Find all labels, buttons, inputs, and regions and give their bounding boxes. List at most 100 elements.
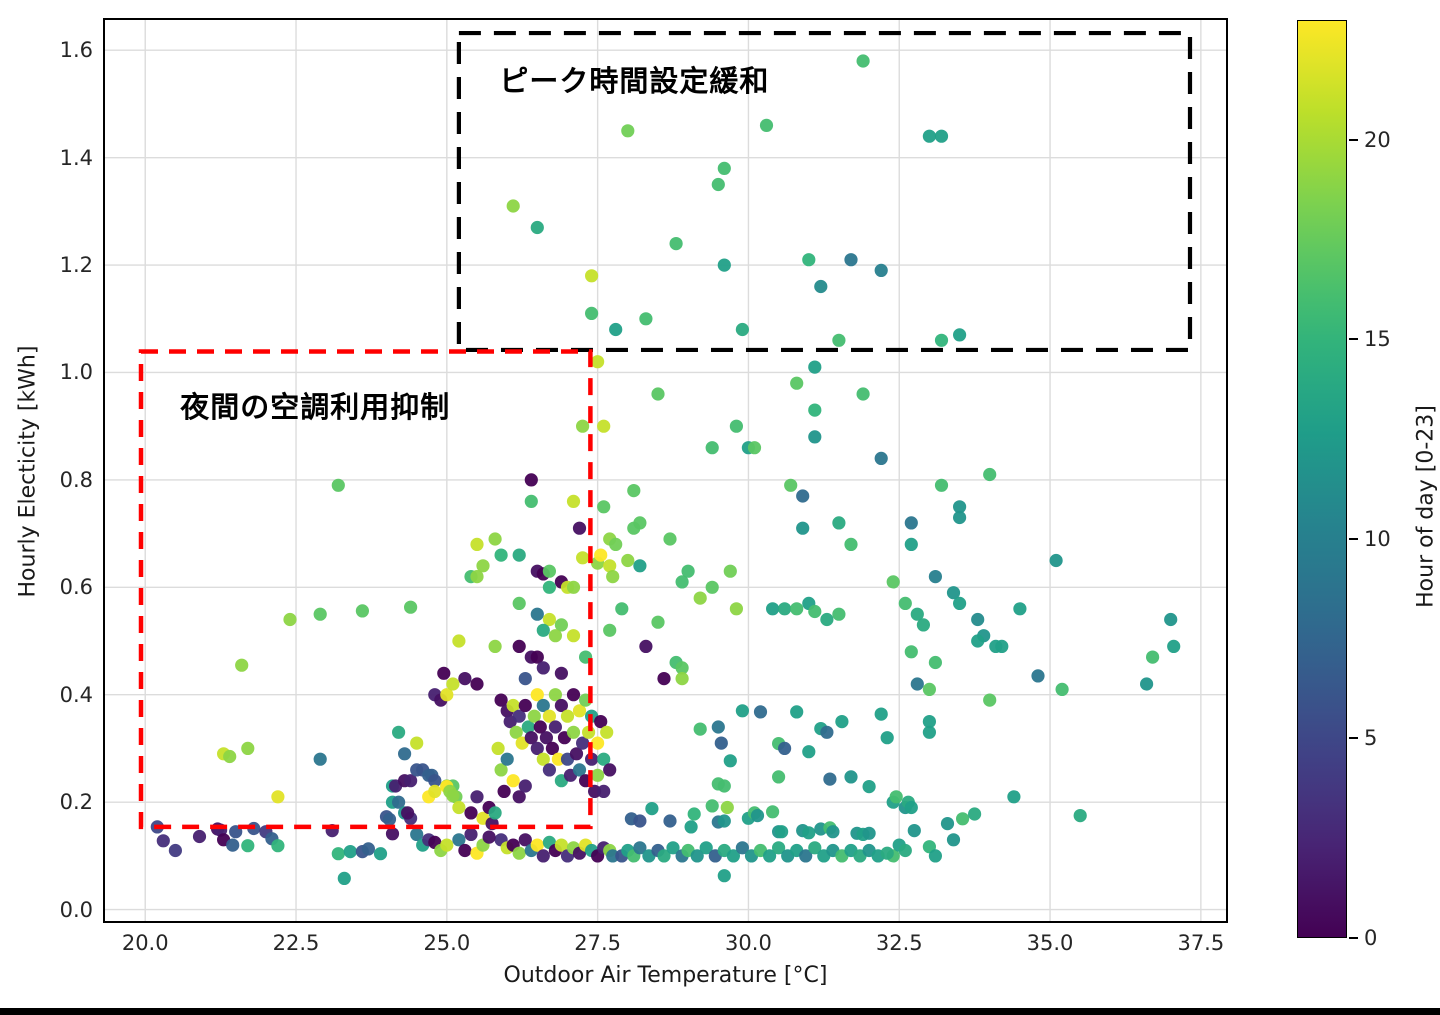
data-point	[600, 725, 614, 739]
data-point	[518, 779, 532, 793]
scatter-canvas	[103, 18, 1228, 923]
data-point	[989, 639, 1003, 654]
data-point	[572, 704, 587, 718]
data-point	[946, 586, 961, 600]
data-point	[633, 516, 647, 530]
data-point	[934, 478, 949, 492]
data-point	[814, 279, 828, 294]
plot-area	[103, 18, 1228, 923]
data-point	[428, 774, 442, 788]
data-point	[922, 129, 937, 143]
x-tick-label: 22.5	[272, 931, 320, 955]
data-point	[705, 580, 719, 594]
data-point	[910, 677, 924, 691]
data-point	[621, 553, 635, 568]
data-point	[392, 795, 406, 809]
data-point	[633, 814, 647, 828]
data-point	[428, 784, 442, 799]
data-point	[832, 516, 846, 530]
data-point	[956, 812, 970, 826]
data-point	[343, 845, 357, 859]
data-point	[651, 615, 665, 629]
data-point	[156, 834, 170, 848]
data-point	[898, 596, 912, 611]
data-point	[1167, 639, 1181, 654]
data-point	[572, 521, 587, 535]
data-point	[1164, 612, 1178, 627]
data-point	[446, 677, 460, 691]
data-point	[337, 871, 351, 886]
y-tick-label: 0.4	[59, 682, 93, 707]
data-point	[639, 312, 653, 326]
data-point	[512, 790, 526, 804]
data-point	[506, 698, 520, 713]
data-point	[464, 827, 478, 842]
data-point	[566, 580, 581, 594]
colorbar-tick-label: 10	[1364, 526, 1391, 551]
colorbar-tick-label: 15	[1364, 327, 1391, 352]
data-point	[576, 419, 590, 433]
data-point	[585, 306, 599, 320]
data-point	[554, 698, 568, 713]
data-point	[928, 570, 943, 584]
y-tick-label: 0.0	[59, 897, 93, 922]
data-point	[488, 639, 502, 654]
data-point	[690, 849, 704, 863]
data-point	[226, 838, 240, 852]
data-point	[1049, 553, 1063, 568]
data-point	[1146, 650, 1160, 664]
data-point	[591, 736, 605, 750]
data-point	[796, 489, 810, 503]
colorbar-label: Hour of day [0-23]	[1413, 405, 1439, 608]
data-point	[470, 790, 484, 804]
data-point	[904, 800, 918, 815]
data-point	[536, 698, 550, 713]
data-point	[551, 752, 565, 766]
x-tick-label: 37.5	[1177, 931, 1225, 955]
data-point	[808, 430, 822, 444]
data-point	[566, 725, 581, 739]
data-point	[971, 612, 985, 627]
data-point	[524, 494, 538, 508]
data-point	[705, 441, 719, 455]
data-point	[1031, 669, 1045, 683]
data-point	[603, 623, 617, 637]
data-point	[916, 618, 931, 632]
data-point	[470, 570, 484, 584]
data-point	[808, 403, 822, 417]
data-point	[934, 333, 949, 347]
y-axis-label: Hourly Electicity [kWh]	[15, 345, 41, 598]
data-point	[401, 806, 415, 820]
data-point	[796, 521, 810, 535]
data-point	[606, 849, 620, 863]
data-point	[576, 736, 590, 750]
data-point	[651, 387, 665, 401]
data-point	[452, 833, 466, 847]
data-point	[714, 736, 728, 750]
annotation-night-ac-label: 夜間の空調利用抑制	[180, 390, 451, 425]
data-point	[832, 333, 846, 347]
data-point	[591, 355, 605, 369]
data-point	[633, 559, 647, 573]
screen-edge-bottom	[0, 1008, 1440, 1015]
data-point	[476, 559, 490, 573]
data-point	[889, 790, 903, 804]
x-tick-label: 32.5	[875, 931, 923, 955]
data-point	[784, 478, 798, 492]
data-point	[603, 559, 617, 573]
data-point	[576, 551, 590, 565]
y-tick-label: 1.6	[59, 38, 93, 63]
data-point	[922, 715, 937, 729]
data-point	[904, 645, 918, 659]
data-point	[192, 829, 207, 844]
data-point	[452, 800, 466, 815]
data-point	[663, 532, 677, 546]
data-point	[527, 709, 541, 723]
data-point	[548, 688, 562, 702]
data-point	[168, 843, 182, 858]
data-point	[675, 575, 689, 589]
data-point	[717, 814, 731, 828]
data-point	[971, 634, 985, 648]
data-point	[766, 805, 780, 819]
data-point	[609, 322, 623, 337]
